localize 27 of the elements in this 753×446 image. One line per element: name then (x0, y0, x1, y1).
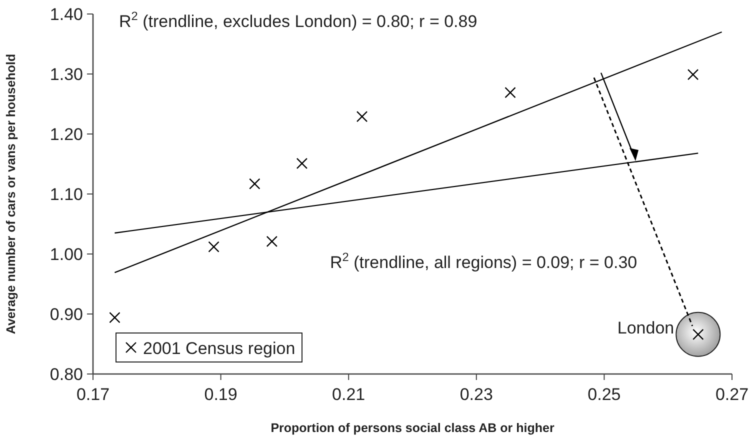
point (249, 178, 260, 190)
point (504, 87, 516, 98)
point (109, 312, 120, 324)
x-tick-label: 0.17 (76, 385, 110, 404)
y-axis-title: Average number of cars or vans per household (4, 54, 18, 334)
point (356, 111, 368, 122)
x-tick-label: 0.27 (715, 385, 749, 404)
point (296, 158, 308, 169)
y-tick-label: 1.10 (50, 185, 83, 204)
y-tick-label: 0.90 (50, 305, 83, 324)
legend-label: 2001 Census region (143, 339, 296, 358)
point (687, 69, 699, 80)
annotation: R$^{2}$ (trendline, excludes London) = 0.80; r = 0.89 (119, 9, 478, 31)
annotation: R$^{2}$ (trendline, all regions) = 0.09; r = 0.30 (330, 250, 638, 272)
point (208, 241, 220, 252)
x-tick-label: 0.25 (588, 385, 621, 404)
point (266, 236, 278, 247)
x-tick-label: 0.21 (332, 385, 366, 404)
y-tick-label: 1.40 (50, 5, 83, 24)
x-tick-label: 0.19 (204, 385, 238, 404)
annotation: London (617, 318, 674, 338)
y-tick-label: 1.30 (50, 65, 83, 84)
y-tick-label: 1.00 (50, 245, 83, 264)
x-tick-label: 0.23 (460, 385, 493, 404)
x-axis-title: Proportion of persons social class AB or higher (270, 421, 554, 435)
y-tick-label: 0.80 (50, 365, 83, 384)
y-tick-label: 1.20 (50, 125, 83, 144)
